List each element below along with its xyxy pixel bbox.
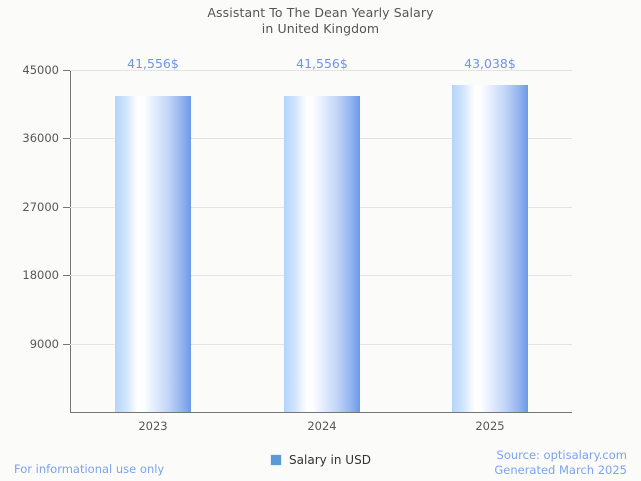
y-tick-label-36000: 36000 xyxy=(22,131,59,146)
gridline-45000 xyxy=(70,70,572,71)
source-block: Source: optisalary.com Generated March 2… xyxy=(494,448,627,478)
legend-item-salary-in-usd[interactable]: Salary in USD xyxy=(270,453,371,467)
y-tick-label-9000: 9000 xyxy=(29,336,59,351)
chart-legend: Salary in USD xyxy=(0,453,641,467)
y-tick-label-18000: 18000 xyxy=(22,268,59,283)
y-tick-mark-9000 xyxy=(63,343,70,345)
source-text: Source: optisalary.com xyxy=(496,448,627,462)
y-tick-mark-27000 xyxy=(63,206,70,208)
bar-2024[interactable] xyxy=(284,96,360,412)
y-tick-label-27000: 27000 xyxy=(22,199,59,214)
y-tick-mark-18000 xyxy=(63,275,70,277)
y-tick-label-45000: 45000 xyxy=(22,63,59,77)
y-axis-labels: 45000 36000 27000 18000 9000 xyxy=(0,0,59,481)
bar-2023[interactable] xyxy=(115,96,191,412)
chart-title: Assistant To The Dean Yearly Salary in U… xyxy=(0,5,641,37)
y-tick-mark-45000 xyxy=(63,70,70,71)
bar-label-2023: 41,556$ xyxy=(127,56,179,71)
chart-title-line-2: in United Kingdom xyxy=(261,21,380,36)
bar-label-2024: 41,556$ xyxy=(296,56,348,71)
x-tick-label-2023: 2023 xyxy=(138,419,168,433)
x-axis-line xyxy=(70,412,572,413)
disclaimer-text: For informational use only xyxy=(14,462,165,476)
generated-text: Generated March 2025 xyxy=(494,463,627,477)
y-axis-line xyxy=(70,70,71,413)
plot-area xyxy=(70,70,572,412)
bar-label-2025: 43,038$ xyxy=(464,56,516,71)
legend-swatch-icon xyxy=(270,454,283,466)
legend-label: Salary in USD xyxy=(289,453,371,467)
x-tick-label-2025: 2025 xyxy=(475,419,505,433)
chart-title-line-1: Assistant To The Dean Yearly Salary xyxy=(207,5,434,20)
x-tick-label-2024: 2024 xyxy=(307,419,337,433)
y-tick-mark-36000 xyxy=(63,138,70,140)
bar-2025[interactable] xyxy=(452,84,528,412)
